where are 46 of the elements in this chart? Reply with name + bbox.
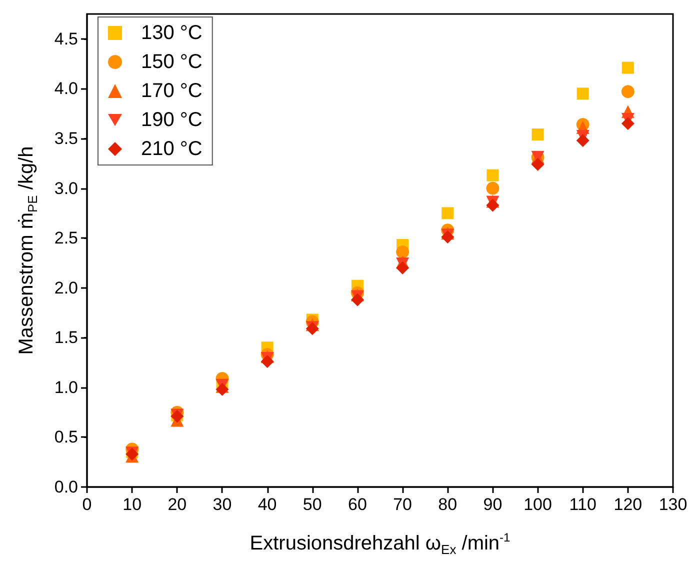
point [622, 62, 634, 74]
y-tick-label: 1.5 [54, 328, 78, 348]
point [576, 134, 590, 147]
point [216, 382, 229, 396]
x-tick-label: 70 [393, 495, 412, 514]
x-tick-label: 10 [122, 495, 142, 514]
y-tick-label: 3.5 [54, 128, 78, 148]
y-tick-label: 2.5 [54, 228, 78, 248]
text: 3.0 [54, 178, 78, 198]
legend-label: 210 °C [141, 138, 202, 160]
point [532, 128, 544, 140]
x-tick-label: 80 [438, 495, 458, 514]
point [486, 198, 500, 212]
point [486, 169, 499, 182]
point [396, 245, 410, 258]
x-tick-label: 90 [483, 495, 502, 514]
legend-label: 130 °C [141, 22, 202, 44]
point [531, 158, 544, 171]
x-tick-label: 120 [614, 495, 642, 514]
x-tick-label: 110 [569, 495, 596, 514]
point [576, 88, 589, 100]
x-tick-label: 40 [258, 495, 277, 514]
y-tick-label: 0.5 [54, 428, 78, 447]
y-axis-title: Massenstrom ṁPE /kg/h [16, 146, 40, 355]
legend-label: 150 °C [141, 51, 202, 73]
x-tick-label: 130 [658, 495, 688, 514]
legend-label: 170 °C [141, 80, 202, 102]
text: 1.0 [54, 378, 78, 397]
point [621, 117, 634, 130]
point [486, 182, 500, 195]
point [442, 207, 454, 220]
y-tick-label: 4.5 [54, 29, 78, 48]
x-tick-label: 0 [82, 495, 92, 514]
point [260, 355, 274, 368]
x-tick-label: 60 [348, 495, 367, 514]
legend-label: 190 °C [141, 109, 202, 131]
x-tick-label: 20 [168, 495, 187, 514]
point [396, 261, 410, 274]
x-tick-label: 30 [212, 495, 232, 514]
point [621, 85, 634, 98]
x-tick-label: 100 [524, 495, 552, 514]
point [350, 293, 364, 306]
x-tick-label: 50 [302, 495, 322, 514]
text: 4.0 [54, 79, 78, 98]
text: 2.0 [54, 278, 78, 298]
text: 0.0 [54, 478, 78, 496]
